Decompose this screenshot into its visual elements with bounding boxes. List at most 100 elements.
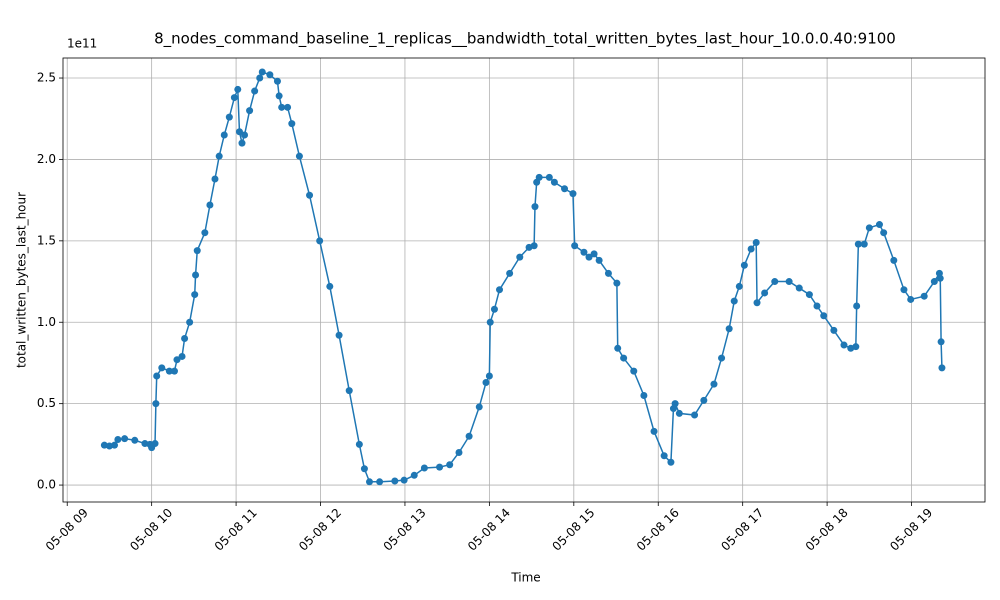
data-point: [326, 282, 334, 290]
plot-frame: [62, 57, 986, 503]
data-point: [485, 372, 493, 380]
data-point: [590, 250, 598, 258]
data-point: [730, 297, 738, 305]
data-point: [752, 238, 760, 246]
data-point: [251, 87, 259, 95]
data-point: [316, 237, 324, 245]
data-point: [561, 185, 569, 193]
data-point: [569, 190, 577, 198]
data-point: [235, 128, 243, 136]
y-tick-label: 2.5: [37, 71, 56, 85]
data-point: [853, 302, 861, 310]
data-point: [930, 278, 938, 286]
data-point: [275, 92, 283, 100]
data-point: [604, 269, 612, 277]
data-point: [571, 242, 579, 250]
data-point: [710, 380, 718, 388]
y-tick-label: 2.0: [37, 152, 56, 166]
data-point: [675, 409, 683, 417]
data-point: [938, 364, 946, 372]
data-point: [178, 352, 186, 360]
data-point: [201, 229, 209, 237]
data-point: [900, 286, 908, 294]
y-tick-label: 0.0: [37, 478, 56, 492]
data-point: [805, 291, 813, 299]
data-point: [191, 291, 199, 299]
data-point: [114, 435, 122, 443]
data-point: [211, 175, 219, 183]
data-point: [158, 364, 166, 372]
data-point: [345, 387, 353, 395]
data-point: [530, 242, 538, 250]
data-point: [865, 224, 873, 232]
data-point: [795, 284, 803, 292]
chart-title: 8_nodes_command_baseline_1_replicas__ban…: [154, 30, 896, 49]
data-point: [854, 240, 862, 248]
data-point: [725, 325, 733, 333]
data-point: [153, 372, 161, 380]
data-point: [173, 356, 181, 364]
data-point: [152, 400, 160, 408]
data-point: [400, 476, 408, 484]
data-point: [535, 173, 543, 181]
data-point: [410, 471, 418, 479]
data-point: [111, 441, 119, 449]
data-point: [907, 295, 915, 303]
data-point: [595, 256, 603, 264]
data-point: [192, 271, 200, 279]
data-point: [266, 71, 274, 79]
data-point: [771, 278, 779, 286]
data-point: [496, 286, 504, 294]
data-point: [360, 465, 368, 473]
data-point: [740, 261, 748, 269]
data-point: [181, 335, 189, 343]
data-point: [295, 152, 303, 160]
data-point: [376, 478, 384, 486]
data-point: [355, 440, 363, 448]
y-axis-label: total_written_bytes_last_hour: [15, 192, 29, 368]
data-point: [630, 367, 638, 375]
data-point: [920, 292, 928, 300]
data-point: [186, 318, 194, 326]
data-point: [278, 103, 286, 111]
data-point: [852, 343, 860, 351]
data-point: [151, 440, 159, 448]
data-point: [220, 131, 228, 139]
data-point: [550, 178, 558, 186]
data-point: [465, 432, 473, 440]
data-point: [875, 221, 883, 229]
data-point: [820, 312, 828, 320]
data-point: [650, 427, 658, 435]
data-point: [131, 436, 139, 444]
data-point: [490, 305, 498, 313]
data-point: [206, 201, 214, 209]
data-point: [667, 458, 675, 466]
data-point: [860, 240, 868, 248]
data-point: [614, 344, 622, 352]
data-point: [475, 403, 483, 411]
data-point: [455, 449, 463, 457]
data-point: [230, 94, 238, 102]
data-point: [365, 478, 373, 486]
data-point: [234, 85, 242, 93]
data-point: [691, 411, 699, 419]
data-point: [246, 107, 254, 115]
data-point: [506, 269, 514, 277]
data-point: [165, 367, 173, 375]
data-point: [813, 302, 821, 310]
data-point: [660, 452, 668, 460]
y-offset-label: 1e11: [67, 37, 97, 51]
y-tick-label: 0.5: [37, 396, 56, 410]
data-point: [288, 120, 296, 128]
data-point: [880, 229, 888, 237]
data-point: [391, 477, 399, 485]
data-point: [890, 256, 898, 264]
data-point: [482, 378, 490, 386]
data-point: [671, 400, 679, 408]
data-point: [170, 367, 178, 375]
data-point: [620, 354, 628, 362]
data-point: [306, 191, 314, 199]
